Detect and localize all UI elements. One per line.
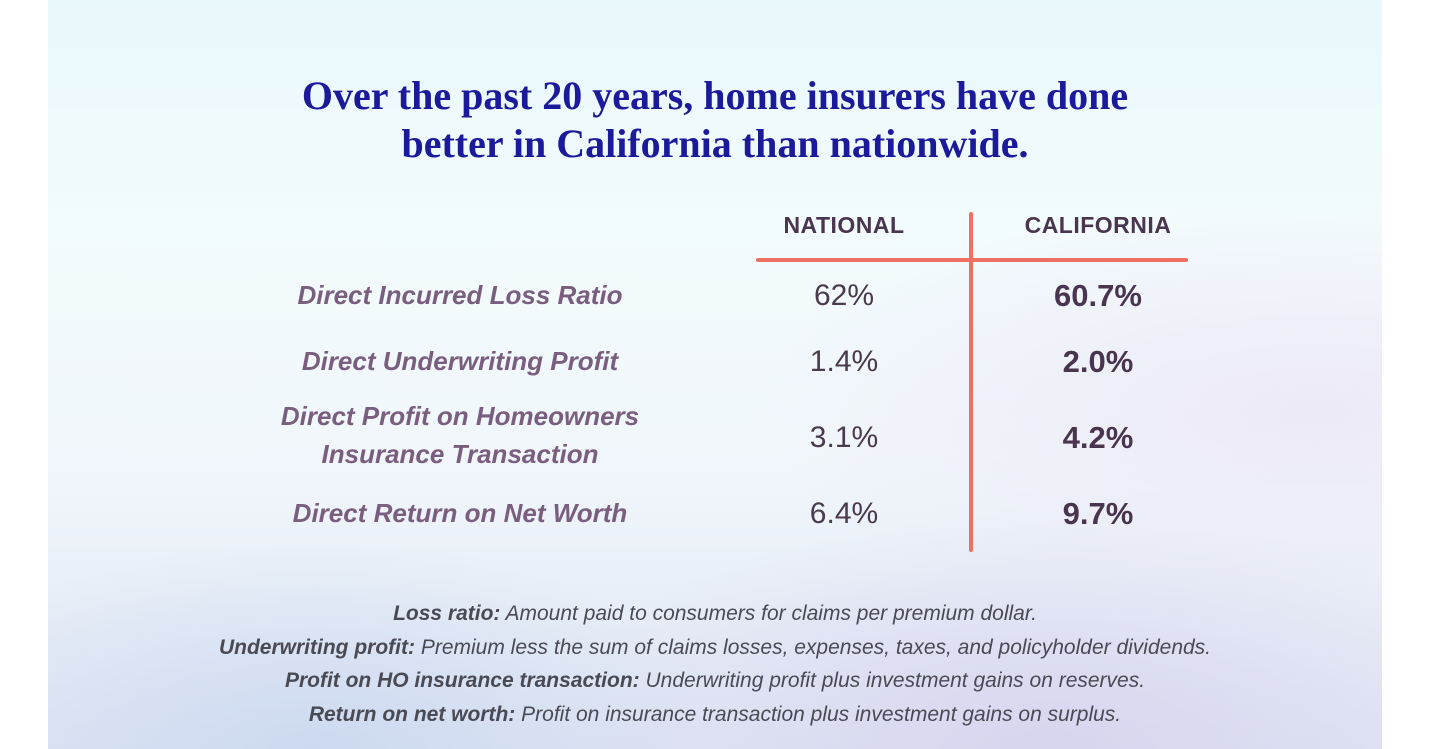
row-label-profit-on-ho-transaction: Direct Profit on Homeowners Insurance Tr…: [230, 397, 690, 473]
title-line-1: Over the past 20 years, home insurers ha…: [301, 73, 1129, 118]
note-return-on-net-worth: Return on net worth: Profit on insurance…: [48, 698, 1382, 732]
value-national-return-on-net-worth: 6.4%: [809, 497, 879, 530]
value-california-profit-on-ho-transaction: 4.2%: [1062, 420, 1134, 455]
row-label-loss-ratio: Direct Incurred Loss Ratio: [297, 280, 623, 310]
value-national-profit-on-ho-transaction: 3.1%: [809, 421, 879, 454]
note-term: Underwriting profit:: [218, 635, 415, 659]
note-definition: Premium less the sum of claims losses, e…: [420, 635, 1212, 659]
note-term: Loss ratio:: [393, 602, 501, 625]
value-california-underwriting-profit: 2.0%: [1062, 344, 1134, 379]
value-california-return-on-net-worth: 9.7%: [1062, 496, 1134, 531]
chart-title: Over the past 20 years, home insurers ha…: [48, 72, 1382, 168]
title-line-2: better in California than nationwide.: [401, 121, 1029, 166]
value-national-underwriting-profit: 1.4%: [809, 345, 879, 378]
note-definition: Amount paid to consumers for claims per …: [505, 602, 1037, 625]
value-california-loss-ratio: 60.7%: [1054, 278, 1142, 313]
row-label-return-on-net-worth: Direct Return on Net Worth: [292, 498, 628, 528]
definitions-footnote: Loss ratio: Amount paid to consumers for…: [48, 597, 1382, 731]
note-term: Return on net worth:: [308, 702, 516, 726]
note-definition: Underwriting profit plus investment gain…: [645, 669, 1146, 692]
note-loss-ratio: Loss ratio: Amount paid to consumers for…: [48, 597, 1382, 631]
column-header-california: CALIFORNIA: [1024, 212, 1172, 238]
background-panel: [48, 0, 1382, 749]
note-profit-on-ho-transaction: Profit on HO insurance transaction: Unde…: [48, 664, 1382, 698]
value-national-loss-ratio: 62%: [813, 279, 875, 312]
note-underwriting-profit: Underwriting profit: Premium less the su…: [48, 631, 1382, 665]
column-divider-line: [969, 212, 973, 552]
row-label-line-2: Insurance Transaction: [321, 439, 599, 469]
column-header-national: NATIONAL: [783, 212, 905, 238]
note-term: Profit on HO insurance transaction:: [284, 669, 640, 692]
note-definition: Profit on insurance transaction plus inv…: [521, 702, 1122, 726]
row-label-underwriting-profit: Direct Underwriting Profit: [301, 346, 619, 376]
row-label-line-1: Direct Profit on Homeowners: [280, 401, 640, 431]
